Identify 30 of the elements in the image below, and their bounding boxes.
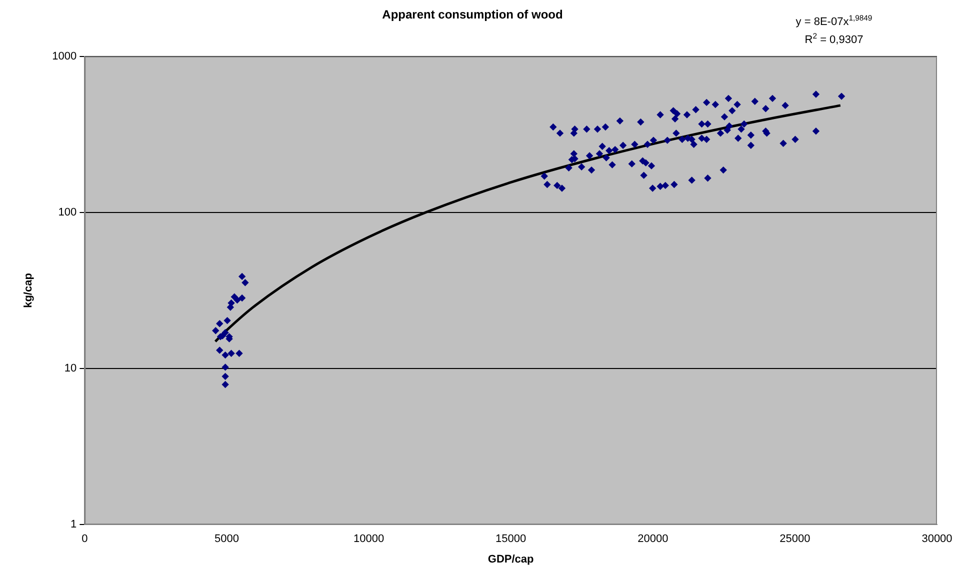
point xyxy=(238,294,246,302)
y-tick-label: 100 xyxy=(58,206,77,218)
x-tick-label: 5000 xyxy=(214,533,239,546)
point xyxy=(216,320,224,328)
y-tick-label: 1000 xyxy=(52,50,77,62)
point xyxy=(222,364,229,371)
chart-title: Apparent consumption of wood xyxy=(382,8,563,22)
point xyxy=(224,316,231,324)
point xyxy=(212,327,220,334)
point xyxy=(236,350,243,358)
y-tick-label: 1 xyxy=(70,518,77,531)
x-axis-title: GDP/cap xyxy=(488,553,534,566)
point xyxy=(234,296,241,304)
point xyxy=(228,350,235,358)
point xyxy=(222,328,229,336)
point xyxy=(226,304,234,311)
x-tick-label: 15000 xyxy=(496,533,526,546)
x-tick-label: 0 xyxy=(82,533,88,546)
point xyxy=(238,272,246,280)
point xyxy=(242,279,249,286)
x-tick-label: 10000 xyxy=(353,533,384,546)
x-tick-label: 30000 xyxy=(922,533,952,546)
y-axis-title: kg/cap xyxy=(22,272,35,308)
y-tick-label: 10 xyxy=(64,362,77,375)
point xyxy=(222,372,229,380)
x-tick-label: 20000 xyxy=(638,533,668,546)
point xyxy=(222,351,229,359)
point xyxy=(216,346,224,354)
point xyxy=(222,380,229,388)
x-tick-label: 25000 xyxy=(780,533,810,546)
